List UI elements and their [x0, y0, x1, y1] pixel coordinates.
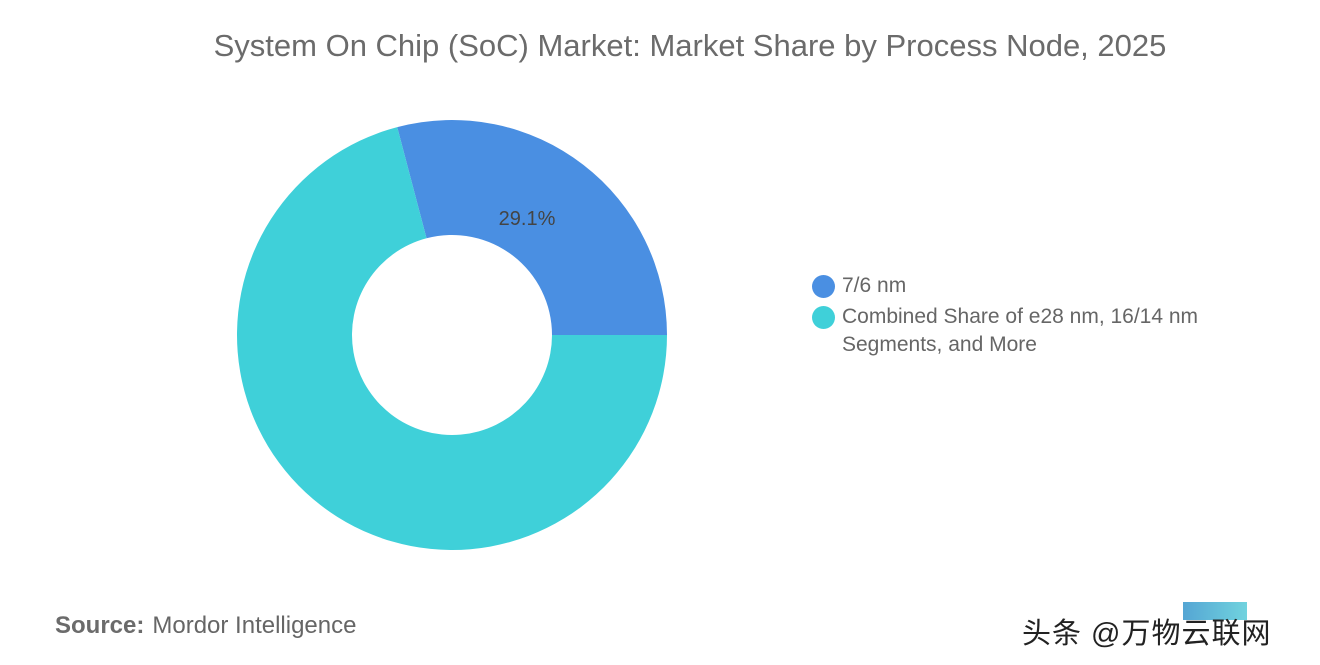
- legend-item-0[interactable]: 7/6 nm: [812, 272, 1242, 300]
- watermark: 头条 @万物云联网: [1022, 618, 1272, 650]
- legend: 7/6 nm Combined Share of e28 nm, 16/14 n…: [812, 272, 1242, 362]
- watermark-logo-icon: [1183, 602, 1247, 620]
- donut-slice-0[interactable]: [397, 119, 667, 335]
- legend-swatch: [812, 306, 835, 329]
- legend-label: 7/6 nm: [842, 274, 907, 297]
- chart-title: System On Chip (SoC) Market: Market Shar…: [213, 28, 1167, 63]
- source-note: Source: Mordor Intelligence: [55, 612, 356, 640]
- donut-slice-1[interactable]: [237, 127, 668, 551]
- source-value: Mordor Intelligence: [152, 612, 357, 639]
- data-label-0: 29.1%: [499, 208, 556, 230]
- legend-swatch: [812, 275, 835, 298]
- source-label: Source:: [55, 612, 145, 639]
- legend-item-1[interactable]: Combined Share of e28 nm, 16/14 nm Segme…: [812, 303, 1242, 359]
- legend-label: Combined Share of e28 nm, 16/14 nm Segme…: [842, 305, 1199, 356]
